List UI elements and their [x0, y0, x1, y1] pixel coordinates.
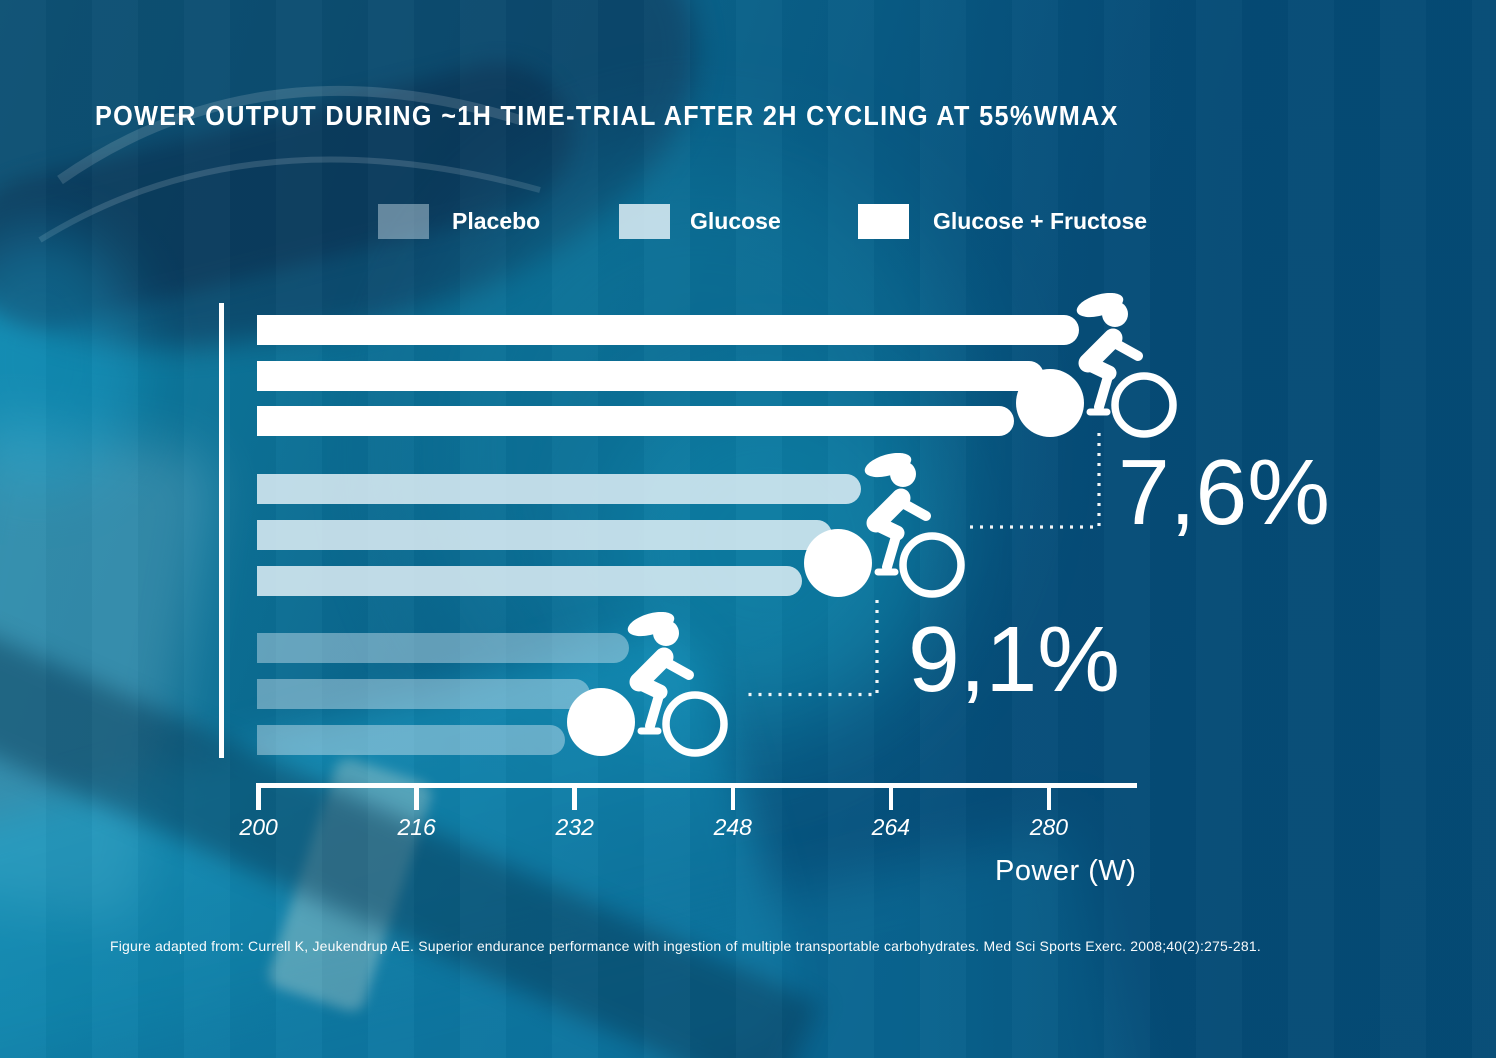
background-jersey-shape: [0, 411, 220, 929]
x-axis-tick-200: [256, 787, 261, 810]
annotation-7-6-percent: 7,6%: [1118, 440, 1330, 544]
x-axis-tick-label-200: 200: [239, 814, 278, 840]
bar-glucose-fructose-1: [257, 315, 1079, 345]
x-axis-line: [255, 783, 1137, 788]
citation-text: Figure adapted from: Currell K, Jeukendr…: [110, 938, 1261, 954]
x-axis-tick-248: [730, 787, 736, 810]
x-axis-tick-232: [572, 787, 577, 810]
x-axis-tick-label-248: 248: [713, 814, 752, 840]
chart-title: POWER OUTPUT DURING ~1H TIME-TRIAL AFTER…: [95, 100, 1119, 131]
x-axis-tick-label-232: 232: [555, 814, 594, 840]
x-axis-label: Power (W): [995, 855, 1137, 887]
x-axis-tick-label-280: 280: [1029, 814, 1069, 840]
x-axis-tick-216: [414, 787, 419, 810]
background-gel-packet-shape: [265, 755, 435, 1015]
cyclist-placebo: [549, 611, 734, 762]
annotation-9-1-percent: 9,1%: [908, 607, 1120, 711]
bar-glucose-3: [257, 565, 802, 596]
cyclist-icon-glucose-fructose: [1016, 293, 1178, 439]
legend-swatch-glucose-fructose: [858, 204, 909, 239]
x-axis-tick-280: [1046, 787, 1052, 810]
background-visor-shape: [0, 47, 589, 343]
background-shoulder-shape: [0, 230, 140, 490]
bar-glucose-1: [257, 474, 862, 505]
x-axis-tick-label-264: 264: [871, 814, 911, 840]
legend-label-glucose-fructose: Glucose + Fructose: [933, 208, 1148, 234]
cyclist-icon-placebo: [566, 611, 728, 757]
bar-placebo-1: [257, 633, 630, 664]
connector-7-6-percent: [968, 433, 1101, 529]
legend-label-glucose: Glucose: [690, 208, 781, 234]
bar-glucose-fructose-2: [257, 360, 1044, 391]
bar-glucose-2: [257, 520, 832, 550]
x-axis-tick-264: [888, 787, 894, 810]
bar-placebo-2: [257, 679, 590, 709]
cyclist-icon-glucose: [803, 452, 965, 598]
legend-label-placebo: Placebo: [452, 208, 541, 234]
y-axis-line: [219, 303, 224, 758]
bar-glucose-fructose-3: [257, 406, 1015, 437]
cyclist-glucose: [786, 452, 971, 603]
cyclist-glucose-fructose: [998, 293, 1183, 443]
legend-swatch-placebo: [378, 204, 429, 239]
legend-swatch-glucose: [619, 204, 670, 239]
connector-9-1-percent: [747, 600, 879, 697]
bar-placebo-3: [257, 724, 565, 755]
x-axis-tick-label-216: 216: [397, 814, 436, 840]
